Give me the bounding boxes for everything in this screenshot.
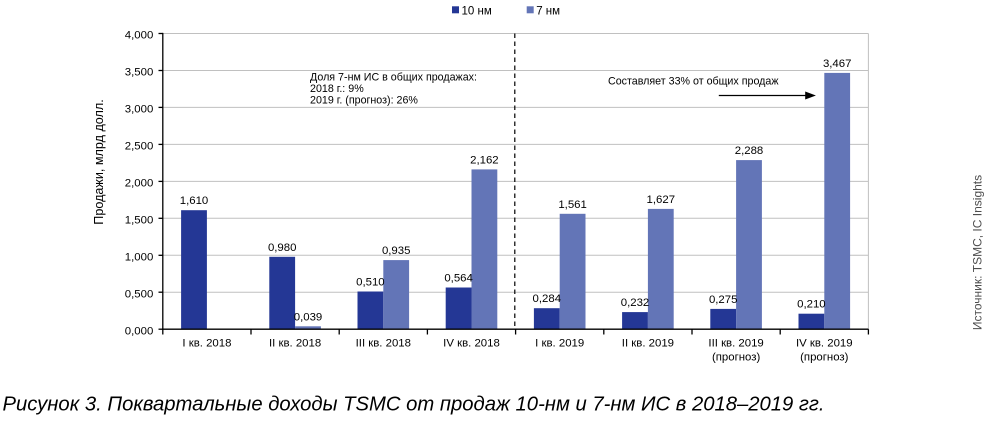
svg-text:0,980: 0,980 [268,242,297,254]
svg-text:0,232: 0,232 [621,297,650,309]
svg-text:0,510: 0,510 [356,277,385,289]
svg-text:1,561: 1,561 [558,199,587,211]
svg-text:4,000: 4,000 [125,30,154,42]
svg-text:III кв. 2018: III кв. 2018 [356,337,411,349]
svg-text:3,500: 3,500 [125,67,154,79]
svg-text:0,000: 0,000 [125,325,154,337]
svg-text:Источник: TSMC, IC Insights: Источник: TSMC, IC Insights [971,175,985,330]
svg-text:2,000: 2,000 [125,178,154,190]
svg-text:Рисунок 3. Поквартальные доход: Рисунок 3. Поквартальные доходы TSMC от … [3,394,825,416]
svg-text:IV кв. 2018: IV кв. 2018 [443,337,500,349]
svg-text:7 нм: 7 нм [536,5,560,17]
svg-text:0,284: 0,284 [533,293,562,305]
svg-text:Составляет 33% от общих продаж: Составляет 33% от общих продаж [608,75,779,87]
svg-text:0,210: 0,210 [797,299,826,311]
svg-text:2,288: 2,288 [735,145,764,157]
svg-text:0,935: 0,935 [382,245,411,257]
svg-text:(прогноз): (прогноз) [712,352,761,364]
svg-text:3,467: 3,467 [823,58,852,70]
svg-text:I кв. 2018: I кв. 2018 [182,337,231,349]
svg-text:(прогноз): (прогноз) [800,352,849,364]
svg-text:0,564: 0,564 [444,273,473,285]
svg-text:II кв. 2019: II кв. 2019 [622,337,674,349]
svg-text:1,627: 1,627 [647,194,676,206]
svg-text:Продажи, млрд долл.: Продажи, млрд долл. [92,99,106,224]
svg-text:2018 г.: 9%: 2018 г.: 9% [310,83,364,95]
svg-text:2019 г. (прогноз): 26%: 2019 г. (прогноз): 26% [310,95,418,107]
svg-text:1,000: 1,000 [125,252,154,264]
svg-text:II кв. 2018: II кв. 2018 [269,337,321,349]
svg-text:0,500: 0,500 [125,288,154,300]
svg-text:1,610: 1,610 [180,195,209,207]
svg-text:3,000: 3,000 [125,104,154,116]
svg-text:0,039: 0,039 [294,311,323,323]
svg-text:III кв. 2019: III кв. 2019 [708,337,763,349]
svg-text:Доля 7-нм ИС в общих продажах:: Доля 7-нм ИС в общих продажах: [310,72,477,84]
svg-text:0,275: 0,275 [709,294,738,306]
svg-text:2,162: 2,162 [470,154,499,166]
svg-text:10 нм: 10 нм [462,5,492,17]
svg-text:I кв. 2019: I кв. 2019 [535,337,584,349]
svg-text:2,500: 2,500 [125,141,154,153]
svg-text:IV кв. 2019: IV кв. 2019 [796,337,853,349]
svg-text:1,500: 1,500 [125,215,154,227]
